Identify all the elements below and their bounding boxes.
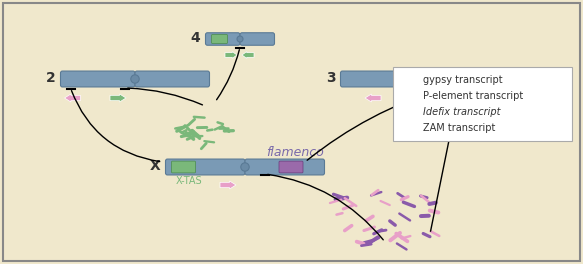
Polygon shape <box>242 51 254 59</box>
Polygon shape <box>400 125 414 133</box>
FancyBboxPatch shape <box>3 3 580 261</box>
Text: Idefix transcript: Idefix transcript <box>423 107 500 117</box>
FancyBboxPatch shape <box>205 33 240 45</box>
Circle shape <box>416 75 424 83</box>
FancyArrowPatch shape <box>268 175 383 240</box>
Circle shape <box>241 163 249 171</box>
Polygon shape <box>65 94 80 102</box>
FancyBboxPatch shape <box>240 33 275 45</box>
FancyArrowPatch shape <box>217 50 240 100</box>
FancyArrowPatch shape <box>307 89 442 160</box>
Polygon shape <box>448 94 462 102</box>
Polygon shape <box>400 110 414 116</box>
FancyBboxPatch shape <box>447 73 467 85</box>
Text: X: X <box>150 159 161 173</box>
FancyBboxPatch shape <box>393 67 572 141</box>
Polygon shape <box>110 94 126 102</box>
Polygon shape <box>225 51 237 59</box>
FancyArrowPatch shape <box>431 89 459 231</box>
Text: 4: 4 <box>191 31 201 45</box>
FancyBboxPatch shape <box>212 35 227 44</box>
Text: flamenco: flamenco <box>266 147 324 159</box>
FancyBboxPatch shape <box>420 71 500 87</box>
Text: X-TAS: X-TAS <box>176 176 203 186</box>
Text: gypsy transcript: gypsy transcript <box>423 75 503 85</box>
Circle shape <box>237 36 243 42</box>
FancyBboxPatch shape <box>245 159 325 175</box>
FancyBboxPatch shape <box>166 159 245 175</box>
Polygon shape <box>365 94 381 102</box>
Text: 3: 3 <box>326 71 335 85</box>
Text: 2: 2 <box>45 71 55 85</box>
Text: ZAM transcript: ZAM transcript <box>423 123 496 133</box>
Text: P-element transcript: P-element transcript <box>423 91 524 101</box>
FancyBboxPatch shape <box>135 71 209 87</box>
Polygon shape <box>400 78 414 84</box>
Circle shape <box>131 75 139 83</box>
Polygon shape <box>430 94 444 102</box>
FancyArrowPatch shape <box>128 88 202 105</box>
FancyArrowPatch shape <box>72 91 160 162</box>
FancyBboxPatch shape <box>340 71 420 87</box>
FancyBboxPatch shape <box>171 161 195 173</box>
Polygon shape <box>220 181 236 189</box>
FancyBboxPatch shape <box>279 161 303 173</box>
Polygon shape <box>400 93 414 101</box>
FancyBboxPatch shape <box>61 71 135 87</box>
